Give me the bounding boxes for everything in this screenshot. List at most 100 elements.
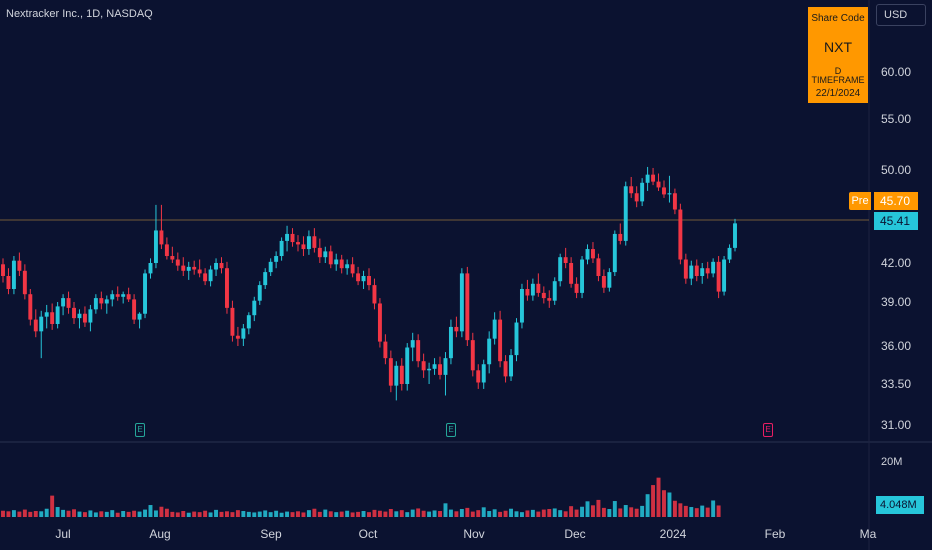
volume-bar: [432, 510, 437, 517]
candle-body: [503, 361, 508, 377]
candle-body: [214, 263, 219, 270]
candle-body: [629, 186, 634, 194]
price-tick-label: 33.50: [881, 377, 911, 391]
volume-bar: [667, 492, 672, 517]
volume-bar: [296, 511, 300, 517]
candle-body: [175, 259, 180, 266]
volume-bar: [377, 510, 382, 517]
candle-body: [290, 233, 295, 243]
volume-bar: [563, 511, 568, 517]
candle-body: [22, 270, 27, 295]
volume-bar: [39, 511, 44, 517]
volume-bar: [689, 507, 694, 517]
candle-body: [530, 283, 535, 296]
volume-bar: [476, 510, 481, 517]
candle-body: [203, 273, 208, 282]
candle-body: [476, 370, 481, 383]
candle-body: [17, 260, 22, 271]
candle-body: [399, 365, 404, 384]
volume-bar: [17, 511, 22, 517]
volume-bar: [640, 505, 645, 517]
time-tick-label: Jul: [55, 527, 70, 541]
candle-body: [722, 259, 727, 292]
volume-bar: [580, 506, 585, 517]
volume-bar: [498, 511, 503, 517]
currency-selector[interactable]: USD: [876, 4, 926, 26]
volume-bar: [383, 511, 388, 517]
volume-bar: [104, 511, 109, 517]
candle-body: [6, 276, 11, 289]
candle-body: [137, 313, 142, 320]
candle-body: [421, 361, 426, 371]
volume-bar: [438, 511, 442, 517]
volume-bar: [612, 501, 617, 517]
candle-body: [448, 326, 453, 359]
candle-body: [345, 264, 350, 269]
candle-body: [618, 233, 623, 241]
volume-bar: [115, 512, 120, 517]
candle-body: [662, 187, 666, 195]
candle-body: [388, 358, 393, 386]
candle-body: [410, 340, 415, 348]
volume-bar: [181, 511, 186, 517]
candle-body: [580, 259, 585, 293]
candle-body: [11, 260, 16, 289]
candle-body: [1, 264, 5, 276]
price-axis-labels: 60.00 55.00 50.00 42.00 39.00 36.00 33.50 31.00: [881, 65, 911, 432]
candle-body: [181, 265, 186, 271]
volume-bar: [301, 512, 306, 517]
candle-body: [492, 319, 497, 339]
volume-bar: [623, 505, 628, 517]
time-tick-label: Aug: [149, 527, 170, 541]
volume-bar: [530, 509, 535, 517]
volume-bar: [585, 501, 590, 517]
volume-bar: [399, 510, 404, 517]
volume-bar: [61, 509, 66, 517]
candle-body: [563, 257, 568, 263]
volume-bar: [1, 510, 5, 517]
candle-body: [377, 303, 382, 342]
candle-body: [274, 256, 279, 262]
candle-body: [727, 247, 732, 260]
candle-body: [192, 266, 197, 270]
price-tick-label: 36.00: [881, 339, 911, 353]
volume-bar: [651, 485, 656, 517]
volume-bar: [274, 510, 279, 517]
pre-market-price: 45.70: [874, 192, 918, 210]
timeframe-label: D TIMEFRAME: [811, 66, 865, 85]
candle-body: [170, 256, 175, 260]
candle-body: [645, 174, 650, 183]
candle-body: [44, 312, 49, 317]
volume-bar: [454, 511, 459, 517]
candle-body: [159, 230, 164, 245]
candle-body: [121, 294, 126, 297]
candle-body: [235, 335, 240, 339]
volume-bar: [148, 505, 153, 517]
candle-body: [99, 298, 104, 304]
earnings-event-icon[interactable]: E: [135, 423, 145, 437]
volume-bar: [514, 511, 519, 517]
volume-bar: [558, 510, 563, 517]
candle-body: [285, 233, 290, 241]
date-label: 22/1/2024: [815, 88, 861, 99]
price-tick-label: 50.00: [881, 163, 911, 177]
candle-body: [536, 283, 541, 293]
candlesticks: [1, 166, 737, 401]
volume-bar: [208, 512, 213, 517]
candle-body: [733, 223, 737, 248]
earnings-event-icon[interactable]: E: [763, 423, 773, 437]
volume-bar: [574, 509, 579, 517]
candle-body: [115, 294, 120, 297]
earnings-event-icon[interactable]: E: [446, 423, 456, 437]
volume-bar: [547, 509, 552, 517]
volume-bar: [607, 509, 612, 517]
candle-body: [667, 193, 672, 195]
candle-body: [640, 182, 645, 202]
volume-bar: [235, 510, 240, 517]
candle-body: [372, 285, 377, 304]
candle-body: [541, 292, 546, 299]
candle-body: [509, 355, 513, 377]
candle-body: [225, 268, 229, 308]
candle-body: [700, 268, 705, 276]
